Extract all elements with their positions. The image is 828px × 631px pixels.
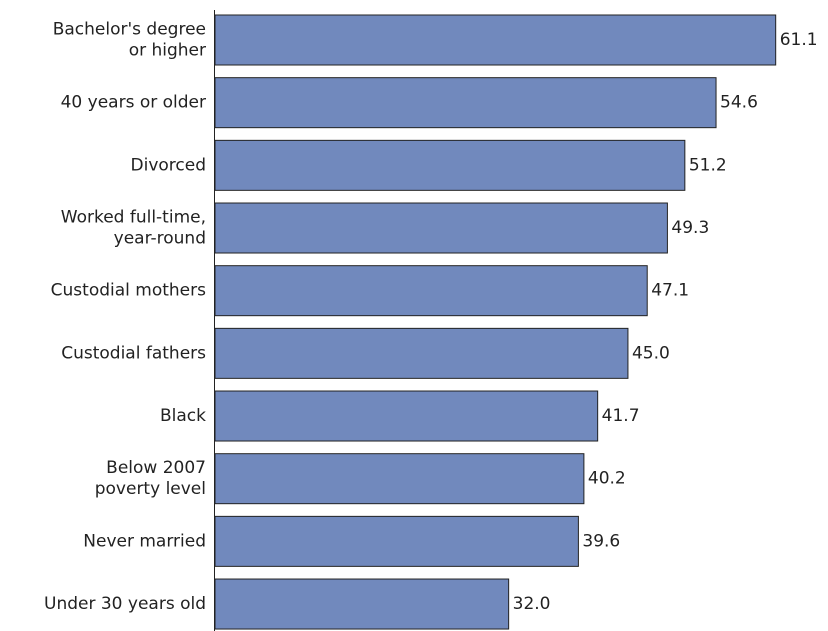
value-label: 41.7 xyxy=(602,406,640,426)
label-line: poverty level xyxy=(95,479,206,499)
bar xyxy=(214,14,777,66)
y-tick-label: 40 years or older xyxy=(61,93,206,113)
bar xyxy=(214,265,648,317)
bar xyxy=(214,202,668,254)
label-line: year-round xyxy=(114,229,206,249)
bar xyxy=(214,515,579,567)
label-line: Bachelor's degree xyxy=(53,20,206,40)
label-line: Divorced xyxy=(131,155,207,175)
bar xyxy=(214,327,629,379)
value-label: 32.0 xyxy=(513,594,551,614)
y-tick-label: Black xyxy=(160,406,206,426)
value-label: 39.6 xyxy=(582,531,620,551)
value-label: 45.0 xyxy=(632,343,670,363)
y-tick-label: Under 30 years old xyxy=(44,594,206,614)
y-tick-label: Worked full-time, year-round xyxy=(61,208,206,249)
label-line: Custodial fathers xyxy=(61,343,206,363)
value-label: 49.3 xyxy=(671,218,709,238)
bar xyxy=(214,453,585,505)
value-label: 61.1 xyxy=(780,30,818,50)
label-line: Never married xyxy=(83,531,206,551)
y-tick-label: Bachelor's degree or higher xyxy=(53,20,206,61)
label-line: Worked full-time, xyxy=(61,208,206,228)
value-label: 51.2 xyxy=(689,155,727,175)
value-label: 47.1 xyxy=(651,281,689,301)
value-label: 54.6 xyxy=(720,93,758,113)
y-tick-label: Custodial mothers xyxy=(51,281,206,301)
bar xyxy=(214,139,686,191)
label-line: 40 years or older xyxy=(61,93,206,113)
bar xyxy=(214,390,599,442)
bar xyxy=(214,77,717,129)
label-line: or higher xyxy=(129,41,206,61)
y-tick-label: Divorced xyxy=(131,155,207,175)
bar xyxy=(214,578,510,630)
label-line: Custodial mothers xyxy=(51,281,206,301)
label-line: Black xyxy=(160,406,206,426)
y-tick-label: Custodial fathers xyxy=(61,343,206,363)
label-line: Under 30 years old xyxy=(44,594,206,614)
label-line: Below 2007 xyxy=(106,458,206,478)
y-tick-label: Below 2007 poverty level xyxy=(95,458,206,499)
value-label: 40.2 xyxy=(588,469,626,489)
y-tick-label: Never married xyxy=(83,531,206,551)
